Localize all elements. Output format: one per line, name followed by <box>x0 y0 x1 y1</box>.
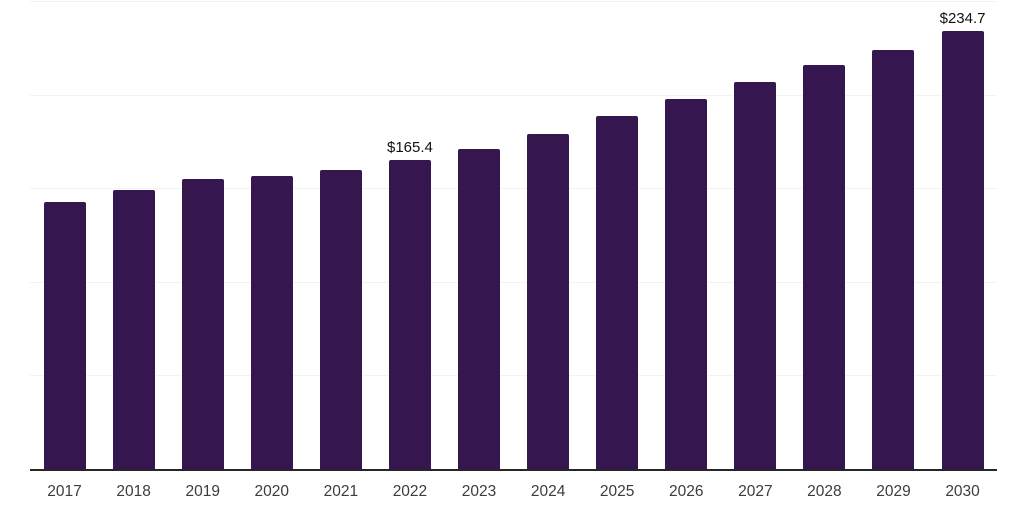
bar-slot-2024 <box>514 2 583 470</box>
x-tick-label-2024: 2024 <box>530 483 566 500</box>
x-tick-label-2021: 2021 <box>323 483 359 500</box>
bar-2020 <box>250 175 293 470</box>
x-axis-line <box>30 469 997 471</box>
x-axis-labels: 2017 2018 2019 2020 2021 2022 2023 2024 2025 2026… <box>30 483 997 501</box>
bar-2030 <box>941 30 984 470</box>
bar-2028 <box>803 64 846 470</box>
bar-slot-2028 <box>790 2 859 470</box>
x-tick-label-2017: 2017 <box>47 483 82 500</box>
bar-2026 <box>665 98 708 470</box>
x-tick-label-2020: 2020 <box>254 483 290 500</box>
x-tick-label-2026: 2026 <box>669 483 704 500</box>
bar-2024 <box>527 133 570 470</box>
x-tick-label-2028: 2028 <box>807 483 842 500</box>
bar-2017 <box>43 201 86 470</box>
x-tick-label-2019: 2019 <box>185 483 220 500</box>
gridline-200 <box>30 94 997 96</box>
bar-2023 <box>458 148 500 470</box>
x-tick-label-2027: 2027 <box>738 483 773 500</box>
bar-2029 <box>872 49 915 470</box>
bar-2018 <box>112 189 155 470</box>
bar-slot-2017 <box>30 2 99 470</box>
x-tick-label-2029: 2029 <box>876 483 911 500</box>
bar-value-label-2022: $165.4 <box>386 139 433 157</box>
bar-slot-2026 <box>652 2 721 470</box>
x-tick-label-2018: 2018 <box>116 483 151 500</box>
bar-slot-2020 <box>237 2 306 470</box>
gridline-150 <box>30 188 997 190</box>
bar-value-label-2030: $234.7 <box>939 9 986 27</box>
bar-slot-2025 <box>583 2 652 470</box>
bar-slot-2023 <box>444 2 513 470</box>
bar-slot-2021 <box>306 2 375 470</box>
bar-slots: $165.4 $234.7 <box>30 2 997 470</box>
bar-2025 <box>596 116 639 470</box>
bar-slot-2018 <box>99 2 168 470</box>
bar-slot-2030: $234.7 <box>928 2 997 470</box>
plot-area: $165.4 $234.7 <box>30 1 997 471</box>
x-tick-label-2023: 2023 <box>461 483 497 500</box>
bar-2027 <box>734 81 777 470</box>
x-tick-label-2030: 2030 <box>945 483 980 500</box>
bar-slot-2027 <box>721 2 790 470</box>
gridline-50 <box>30 375 997 377</box>
x-tick-label-2025: 2025 <box>599 483 635 500</box>
bar-2021 <box>319 169 362 470</box>
bar-slot-2019 <box>168 2 237 470</box>
bar-2022 <box>388 160 431 470</box>
gridline-250 <box>30 1 997 2</box>
gridline-100 <box>30 281 997 283</box>
bar-slot-2029 <box>859 2 928 470</box>
bar-2019 <box>181 179 224 470</box>
bar-slot-2022: $165.4 <box>375 2 444 470</box>
x-tick-label-2022: 2022 <box>392 483 428 500</box>
